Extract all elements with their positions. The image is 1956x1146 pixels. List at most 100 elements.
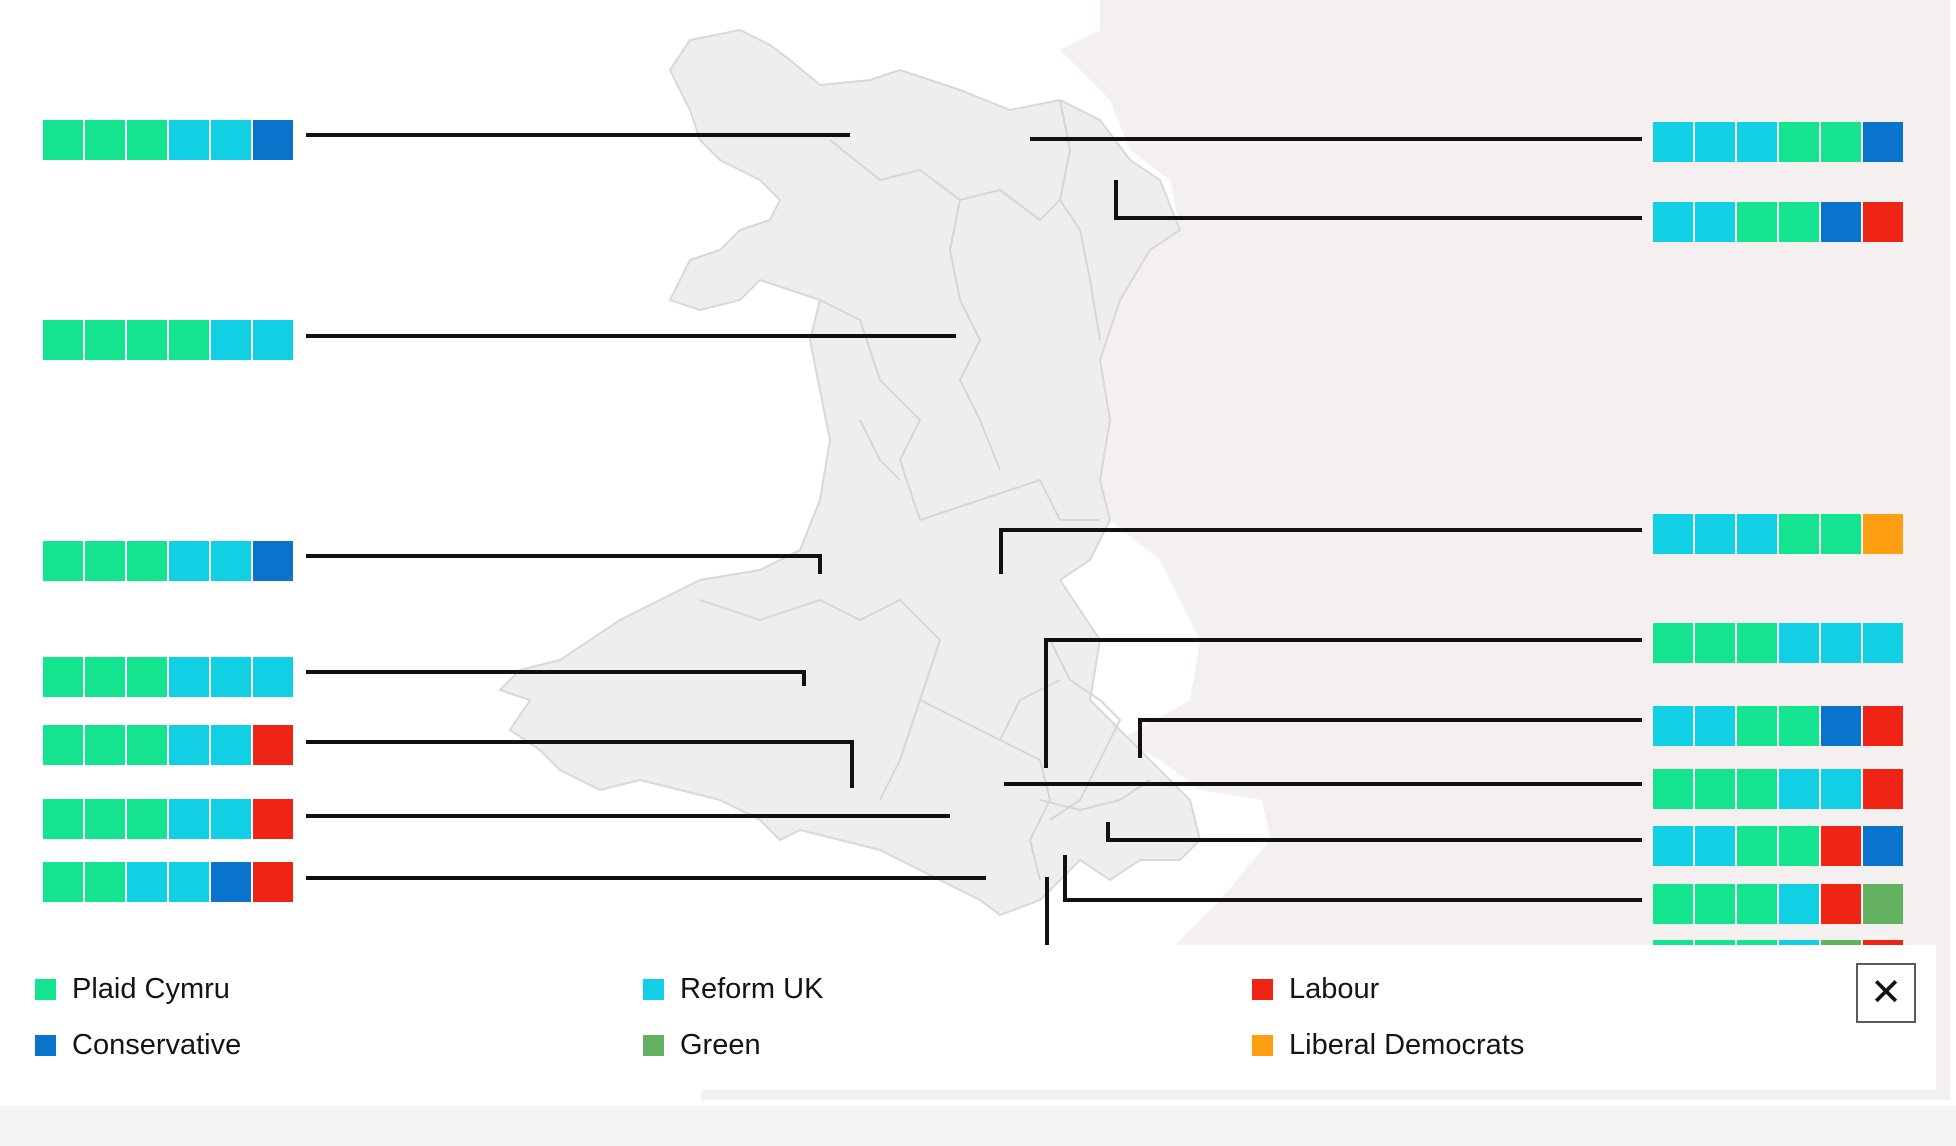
seat-plaid-cymru <box>1779 706 1819 746</box>
seat-plaid-cymru <box>1695 769 1735 809</box>
seat-bar-right-5[interactable] <box>1653 706 1903 746</box>
legend-item-labour: Labour <box>1252 969 1379 1009</box>
seat-plaid-cymru <box>127 120 167 160</box>
seat-reform-uk <box>211 320 251 360</box>
seat-conservative <box>1863 122 1903 162</box>
legend-swatch <box>1252 1034 1273 1056</box>
seat-plaid-cymru <box>85 657 125 697</box>
seat-reform-uk <box>1653 706 1693 746</box>
legend-swatch <box>35 1034 56 1056</box>
seat-reform-uk <box>1779 940 1819 945</box>
seat-reform-uk <box>1779 884 1819 924</box>
legend-swatch <box>35 978 56 1000</box>
seat-labour <box>1863 202 1903 242</box>
seat-reform-uk <box>169 120 209 160</box>
seat-bar-right-9[interactable] <box>1653 940 1903 945</box>
seat-reform-uk <box>169 725 209 765</box>
legend-panel: Plaid Cymru Reform UK Labour Conservativ… <box>0 945 1936 1090</box>
legend-item-conservative: Conservative <box>35 1025 241 1065</box>
seat-bar-right-3[interactable] <box>1653 514 1903 554</box>
seat-labour <box>1821 826 1861 866</box>
seat-plaid-cymru <box>1737 884 1777 924</box>
seat-plaid-cymru <box>1653 940 1693 945</box>
seat-bar-right-2[interactable] <box>1653 202 1903 242</box>
seat-plaid-cymru <box>127 657 167 697</box>
seat-reform-uk <box>253 657 293 697</box>
legend-label: Green <box>680 1028 761 1061</box>
legend-item-green: Green <box>643 1025 761 1065</box>
seat-conservative <box>253 120 293 160</box>
seat-green <box>1821 940 1861 945</box>
leader-lines <box>306 133 1642 945</box>
seat-labour <box>253 725 293 765</box>
seat-reform-uk <box>169 657 209 697</box>
legend-item-plaid-cymru: Plaid Cymru <box>35 969 230 1009</box>
seat-reform-uk <box>169 862 209 902</box>
seat-plaid-cymru <box>1821 122 1861 162</box>
seat-plaid-cymru <box>43 799 83 839</box>
leader-line-right-7 <box>1106 822 1642 842</box>
seat-bar-left-1[interactable] <box>43 120 293 160</box>
seat-green <box>1863 884 1903 924</box>
seat-plaid-cymru <box>43 725 83 765</box>
legend-label: Labour <box>1289 972 1380 1005</box>
seat-liberal-democrats <box>1863 514 1903 554</box>
seat-labour <box>1863 769 1903 809</box>
seat-bar-right-4[interactable] <box>1653 623 1903 663</box>
seat-bar-right-8[interactable] <box>1653 884 1903 924</box>
seat-plaid-cymru <box>1779 826 1819 866</box>
seat-labour <box>1821 884 1861 924</box>
seat-reform-uk <box>253 320 293 360</box>
seat-reform-uk <box>1653 122 1693 162</box>
seat-plaid-cymru <box>1695 623 1735 663</box>
close-button[interactable]: ✕ <box>1856 963 1916 1023</box>
seat-bar-left-3[interactable] <box>43 541 293 581</box>
seat-bar-right-6[interactable] <box>1653 769 1903 809</box>
seat-labour <box>1863 706 1903 746</box>
leader-line-right-2 <box>1114 180 1642 220</box>
seat-plaid-cymru <box>169 320 209 360</box>
leader-line-left-4 <box>306 670 806 686</box>
seat-labour <box>253 799 293 839</box>
legend-item-liberal-democrats: Liberal Democrats <box>1252 1025 1524 1065</box>
seat-labour <box>1863 940 1903 945</box>
seat-reform-uk <box>211 657 251 697</box>
seat-conservative <box>1863 826 1903 866</box>
legend-label: Reform UK <box>680 972 824 1005</box>
seat-bar-left-4[interactable] <box>43 657 293 697</box>
seat-plaid-cymru <box>1737 940 1777 945</box>
seat-reform-uk <box>1821 623 1861 663</box>
seat-reform-uk <box>1695 706 1735 746</box>
seat-plaid-cymru <box>1779 514 1819 554</box>
seat-reform-uk <box>1779 769 1819 809</box>
leader-line-left-5 <box>306 740 854 788</box>
seat-plaid-cymru <box>43 862 83 902</box>
seat-reform-uk <box>1653 514 1693 554</box>
seat-plaid-cymru <box>85 799 125 839</box>
seat-bar-left-5[interactable] <box>43 725 293 765</box>
seat-reform-uk <box>1779 623 1819 663</box>
legend-swatch <box>643 978 664 1000</box>
seat-bar-left-2[interactable] <box>43 320 293 360</box>
close-icon: ✕ <box>1870 972 1902 1014</box>
region-boundaries <box>699 99 1151 881</box>
seat-bar-right-1[interactable] <box>1653 122 1903 162</box>
seat-plaid-cymru <box>127 320 167 360</box>
seat-plaid-cymru <box>43 320 83 360</box>
seat-plaid-cymru <box>1737 706 1777 746</box>
seat-plaid-cymru <box>1737 826 1777 866</box>
seat-conservative <box>1821 202 1861 242</box>
legend-label: Liberal Democrats <box>1289 1028 1525 1061</box>
footer-strip <box>0 1106 1956 1146</box>
seat-plaid-cymru <box>43 541 83 581</box>
seat-reform-uk <box>211 725 251 765</box>
seat-plaid-cymru <box>85 541 125 581</box>
seat-bar-left-7[interactable] <box>43 862 293 902</box>
seat-plaid-cymru <box>1737 769 1777 809</box>
seat-reform-uk <box>1695 514 1735 554</box>
wales-landmass <box>498 28 1202 917</box>
seat-bar-right-7[interactable] <box>1653 826 1903 866</box>
seat-bar-left-6[interactable] <box>43 799 293 839</box>
seat-plaid-cymru <box>1779 122 1819 162</box>
seat-plaid-cymru <box>1653 623 1693 663</box>
